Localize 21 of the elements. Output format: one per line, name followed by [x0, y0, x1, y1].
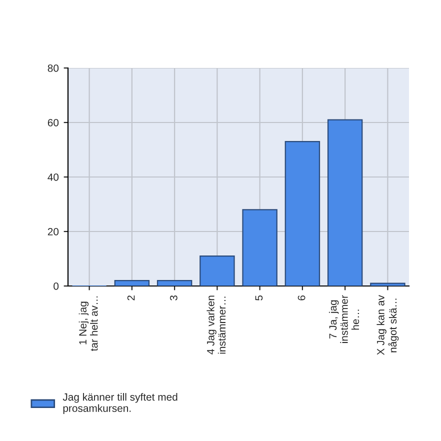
- x-tick-label: 5: [255, 295, 263, 300]
- x-tick-label: 1 Nej, jag tar helt av…: [78, 296, 98, 352]
- y-tick-label: 0: [54, 282, 59, 290]
- y-tick-label: 80: [48, 64, 59, 72]
- bar: [200, 255, 235, 286]
- x-tick-label: 3: [170, 295, 178, 300]
- x-tick-label: 2: [127, 296, 135, 300]
- x-tick-label: 4 Jag varken instämmer…: [206, 296, 226, 354]
- x-tick-label: 6: [298, 295, 306, 300]
- x-tick-label: 7 Ja, jag instämmer he…: [328, 295, 360, 343]
- x-tick-label: X Jag kan av något skä…: [376, 295, 399, 356]
- y-tick-label: 20: [48, 228, 59, 236]
- bar: [284, 141, 320, 286]
- legend-label: Jag känner till syftet med prosamkursen.: [62, 393, 178, 414]
- bar: [242, 209, 278, 286]
- bar: [156, 280, 192, 286]
- y-tick-label: 60: [48, 119, 59, 126]
- bar: [370, 282, 406, 286]
- bar: [327, 119, 363, 286]
- y-tick-label: 40: [48, 174, 59, 181]
- bar: [114, 280, 150, 286]
